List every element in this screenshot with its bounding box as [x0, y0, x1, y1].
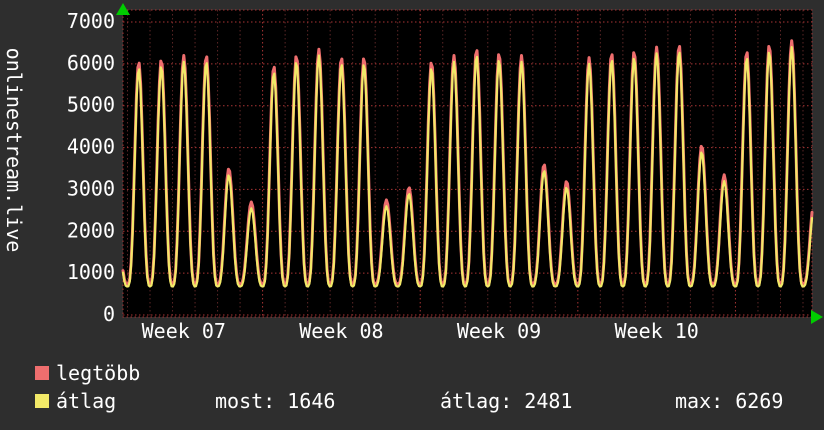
- legend-label-legtobb: legtöbb: [56, 361, 141, 385]
- svg-text:Week 07: Week 07: [142, 319, 226, 343]
- stat-atlag-value: 2481: [524, 389, 573, 413]
- svg-text:Week 10: Week 10: [614, 319, 698, 343]
- svg-text:3000: 3000: [67, 176, 115, 200]
- atlag-swatch: [35, 394, 49, 408]
- svg-text:2000: 2000: [67, 218, 115, 242]
- svg-text:0: 0: [103, 302, 115, 326]
- svg-text:6000: 6000: [67, 51, 115, 75]
- stat-atlag: átlag: 2481: [440, 389, 572, 413]
- svg-text:Week 08: Week 08: [299, 319, 383, 343]
- svg-text:5000: 5000: [67, 93, 115, 117]
- stat-most-value: 1646: [287, 389, 336, 413]
- stat-most: most: 1646: [215, 389, 335, 413]
- legtobb-swatch: [35, 366, 49, 380]
- legend-label-atlag: átlag: [56, 389, 117, 413]
- stat-max-label: max:: [675, 389, 724, 413]
- svg-text:7000: 7000: [67, 9, 115, 33]
- svg-text:Week 09: Week 09: [457, 319, 541, 343]
- stat-most-label: most:: [215, 389, 276, 413]
- stat-max: max: 6269: [675, 389, 783, 413]
- svg-text:4000: 4000: [67, 135, 115, 159]
- stat-atlag-label: átlag:: [440, 389, 513, 413]
- stat-max-value: 6269: [735, 389, 784, 413]
- svg-text:1000: 1000: [67, 260, 115, 284]
- vertical-title: onlinestream.live: [2, 47, 26, 253]
